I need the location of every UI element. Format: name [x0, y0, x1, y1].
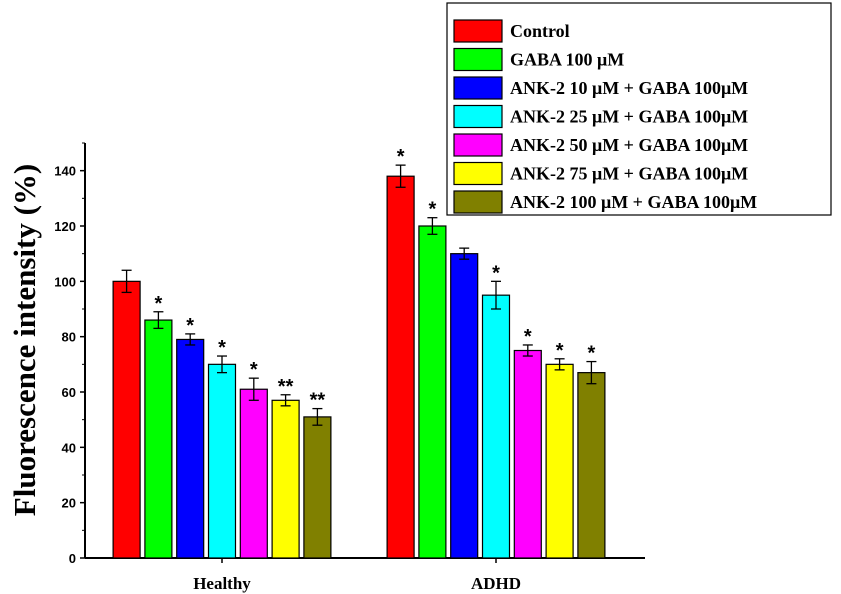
significance-marker: * [218, 337, 226, 359]
bar [239, 388, 268, 559]
legend-label: ANK-2 50 μM + GABA 100μM [510, 135, 748, 155]
significance-marker: * [186, 315, 194, 337]
legend-label: ANK-2 25 μM + GABA 100μM [510, 107, 748, 127]
bar [577, 372, 606, 559]
bar [271, 399, 300, 559]
axes: 0 20 40 60 80 100 120 140 Healthy ADHD [54, 142, 645, 593]
bar [303, 416, 332, 559]
significance-marker: * [524, 326, 532, 348]
significance-marker: * [429, 199, 437, 221]
legend-swatch [453, 190, 503, 214]
x-category-label: Healthy [193, 574, 251, 593]
legend-swatch [453, 76, 503, 100]
legend: Control GABA 100 μM ANK-2 10 μM + GABA 100… [446, 2, 832, 216]
significance-marker: ** [310, 390, 326, 412]
bar [144, 319, 173, 559]
significance-marker: * [492, 262, 500, 284]
legend-label: ANK-2 10 μM + GABA 100μM [510, 78, 748, 98]
y-axis-label: Fluorescence intensity (%) [7, 164, 42, 516]
legend-label: GABA 100 μM [510, 50, 624, 70]
significance-marker: * [397, 146, 405, 168]
legend-swatch [453, 161, 503, 186]
significance-marker: * [556, 340, 564, 362]
legend-box [446, 2, 832, 216]
bar [386, 175, 415, 559]
bar [112, 280, 141, 559]
bar [207, 363, 237, 559]
legend-label: ANK-2 75 μM + GABA 100μM [510, 164, 748, 184]
bar [450, 253, 479, 559]
significance-marker: * [588, 343, 596, 365]
bar [176, 338, 205, 559]
bar [545, 363, 574, 559]
legend-swatch [453, 47, 503, 72]
y-tick-label: 60 [62, 385, 76, 400]
y-tick-label: 0 [69, 551, 76, 566]
significance-marker: * [250, 359, 258, 381]
y-tick-label: 40 [62, 440, 76, 455]
y-tick-label: 20 [62, 496, 76, 511]
legend-label: Control [510, 21, 570, 41]
bar [481, 294, 511, 559]
legend-swatch [453, 133, 503, 157]
legend-swatch [453, 19, 503, 43]
significance-marker: ** [278, 376, 294, 398]
significance-marker: * [155, 293, 163, 315]
legend-label: ANK-2 100 μM + GABA 100μM [510, 192, 757, 212]
y-tick-label: 100 [54, 274, 76, 289]
y-tick-label: 80 [62, 330, 76, 345]
bar [513, 349, 542, 559]
legend-swatch [453, 104, 503, 129]
x-category-label: ADHD [471, 574, 521, 593]
bars: ************* * [112, 146, 606, 559]
y-tick-label: 120 [54, 219, 76, 234]
y-tick-label: 140 [54, 164, 76, 179]
bar [418, 225, 447, 559]
